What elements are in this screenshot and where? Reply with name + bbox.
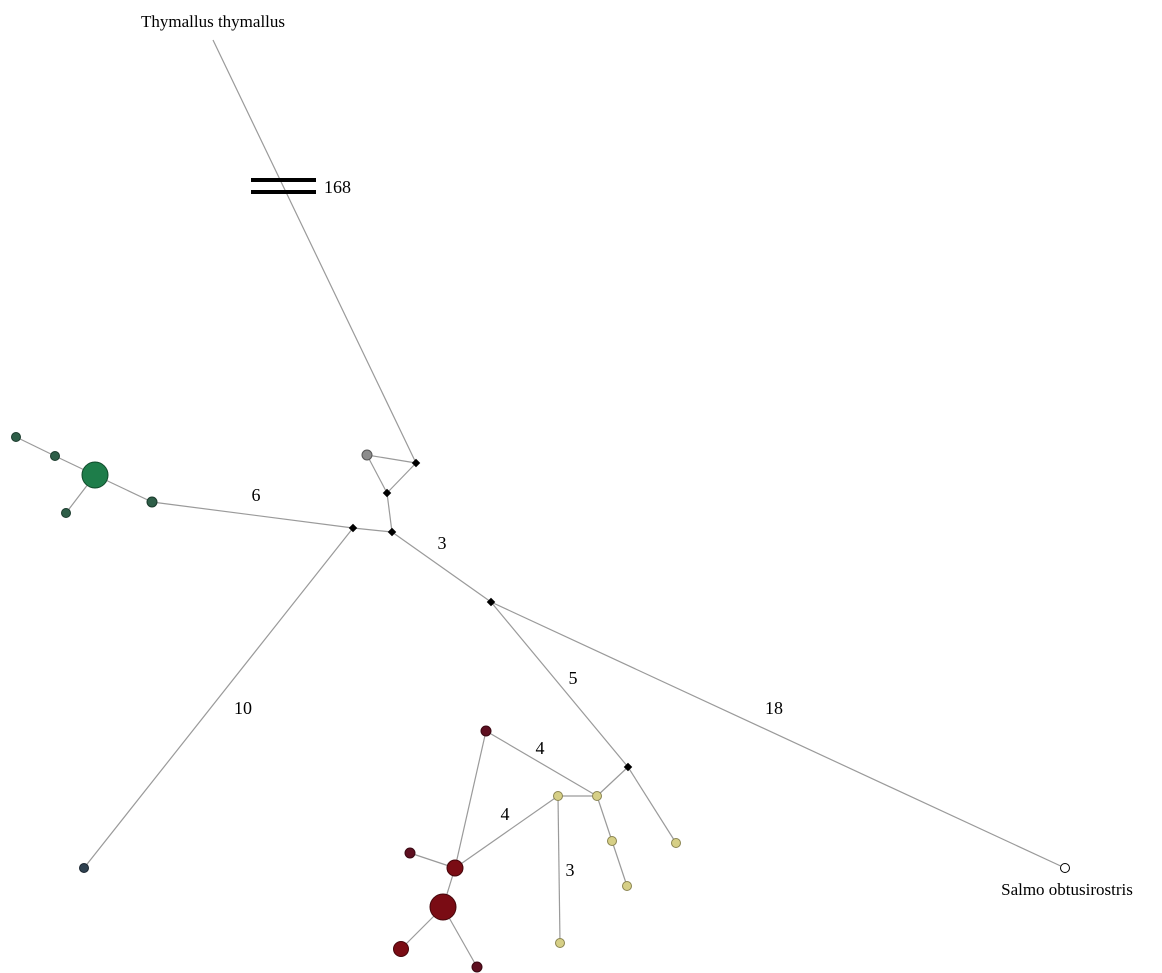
green-haplotype-node xyxy=(61,508,71,518)
edge-tan-branch xyxy=(490,601,629,768)
median-vector-node xyxy=(411,458,421,468)
red-haplotype-node xyxy=(480,725,492,737)
network-labels: Thymallus thymallus Salmo obtusirostris … xyxy=(141,12,1133,899)
edge-lone-branch xyxy=(83,527,354,869)
red-haplotype-major-node xyxy=(429,893,457,921)
red-haplotype-node xyxy=(404,847,416,859)
green-haplotype-node xyxy=(11,432,21,442)
median-vector-node xyxy=(623,762,633,772)
tan-haplotype-node xyxy=(622,881,632,891)
edge-tan-chain-1 xyxy=(596,795,613,842)
edge-green-branch xyxy=(151,501,354,529)
red-haplotype-node xyxy=(471,961,483,973)
edge-green-chain-2 xyxy=(15,436,56,457)
branch-break-mark xyxy=(251,178,316,194)
tan-haplotype-node xyxy=(592,791,602,801)
edge-red-tan-lower xyxy=(454,795,559,869)
mutation-step-label: 3 xyxy=(566,860,575,880)
median-vector-node xyxy=(382,488,392,498)
tan-haplotype-node xyxy=(671,838,681,848)
network-edges xyxy=(15,39,1066,968)
edge-tan-chain-2 xyxy=(611,840,628,887)
median-vector-node xyxy=(486,597,496,607)
edge-loop-down xyxy=(386,492,393,533)
tan-haplotype-node xyxy=(555,938,565,948)
edge-center-branch xyxy=(391,531,492,603)
edge-red-upper xyxy=(454,730,487,869)
edge-loop-right xyxy=(386,462,417,494)
mutation-step-label: 3 xyxy=(438,533,447,553)
edge-tan-tip xyxy=(627,766,677,844)
taxon-label-thymallus: Thymallus thymallus xyxy=(141,12,285,31)
salmo-outgroup-node xyxy=(1060,863,1070,873)
mutation-step-label: 18 xyxy=(765,698,783,718)
green-haplotype-node xyxy=(146,496,158,508)
mutation-step-label: 10 xyxy=(234,698,252,718)
median-vector-node xyxy=(387,527,397,537)
tan-haplotype-node xyxy=(607,836,617,846)
edge-tan-down xyxy=(557,795,561,944)
edge-center-link xyxy=(352,527,393,533)
red-haplotype-node xyxy=(393,941,409,957)
green-haplotype-node xyxy=(50,451,60,461)
network-nodes xyxy=(11,432,1070,973)
taxon-label-salmo: Salmo obtusirostris xyxy=(1001,880,1133,899)
edge-tan-join xyxy=(596,766,629,797)
mutation-step-label: 168 xyxy=(324,177,351,197)
mutation-step-label: 6 xyxy=(252,485,261,505)
median-vector-node xyxy=(348,523,358,533)
slate-haplotype-node xyxy=(79,863,89,873)
edge-gray-node xyxy=(366,454,417,464)
red-haplotype-node xyxy=(446,859,464,877)
edge-red-tan-upper xyxy=(485,730,598,797)
gray-haplotype-node xyxy=(361,449,373,461)
mutation-step-label: 5 xyxy=(569,668,578,688)
mutation-step-label: 4 xyxy=(501,804,510,824)
tan-haplotype-node xyxy=(553,791,563,801)
mutation-step-label: 4 xyxy=(536,738,545,758)
edge-thymallus-branch xyxy=(212,39,417,464)
green-haplotype-major-node xyxy=(81,461,109,489)
edge-salmo-branch xyxy=(490,601,1066,869)
edge-gray-loop xyxy=(366,454,388,494)
